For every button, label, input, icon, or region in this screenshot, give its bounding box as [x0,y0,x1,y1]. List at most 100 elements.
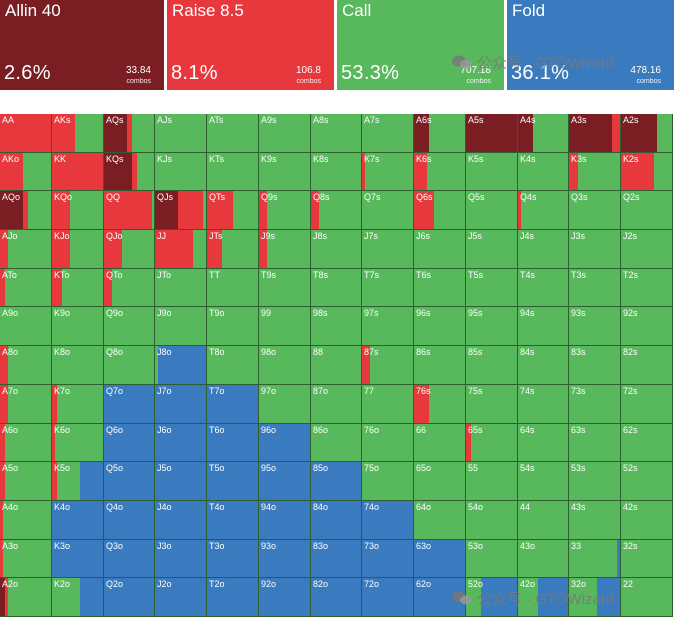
hand-cell[interactable]: T5s [466,269,517,306]
hand-cell[interactable]: K2s [621,153,672,190]
hand-cell[interactable]: K6s [414,153,465,190]
hand-cell[interactable]: 82s [621,346,672,384]
hand-cell[interactable]: 97s [362,307,413,345]
hand-cell[interactable]: Q8o [104,346,154,384]
hand-cell[interactable]: AJo [0,230,51,268]
hand-cell[interactable]: QTs [207,191,258,229]
hand-cell[interactable]: Q4s [518,191,568,229]
hand-cell[interactable]: A3s [569,114,620,152]
hand-cell[interactable]: 62s [621,424,672,461]
hand-cell[interactable]: Q7o [104,385,154,423]
hand-cell[interactable]: K5s [466,153,517,190]
hand-cell[interactable]: J4o [155,501,206,539]
hand-cell[interactable]: K4s [518,153,568,190]
hand-cell[interactable]: 96o [259,424,310,461]
hand-cell[interactable]: 42o [518,578,568,616]
hand-cell[interactable]: A4o [0,501,51,539]
hand-cell[interactable]: 54s [518,462,568,500]
hand-cell[interactable]: A8o [0,346,51,384]
hand-cell[interactable]: J7o [155,385,206,423]
hand-cell[interactable]: 94s [518,307,568,345]
hand-cell[interactable]: T2s [621,269,672,306]
hand-cell[interactable]: 92s [621,307,672,345]
hand-cell[interactable]: J9s [259,230,310,268]
hand-cell[interactable]: J6o [155,424,206,461]
hand-cell[interactable]: 88 [311,346,361,384]
hand-cell[interactable]: J3o [155,540,206,577]
hand-cell[interactable]: AKo [0,153,51,190]
hand-cell[interactable]: AKs [52,114,103,152]
hand-cell[interactable]: Q3o [104,540,154,577]
hand-cell[interactable]: T3o [207,540,258,577]
hand-cell[interactable]: 86o [311,424,361,461]
hand-cell[interactable]: T3s [569,269,620,306]
hand-cell[interactable]: 54o [466,501,517,539]
hand-cell[interactable]: KTs [207,153,258,190]
hand-cell[interactable]: K2o [52,578,103,616]
hand-cell[interactable]: JTs [207,230,258,268]
action-card-fold[interactable]: Fold 36.1% 478.16 combos [507,0,674,90]
hand-cell[interactable]: T8o [207,346,258,384]
action-card-allin[interactable]: Allin 40 2.6% 33.84 combos [0,0,164,90]
hand-cell[interactable]: Q6s [414,191,465,229]
hand-cell[interactable]: 85s [466,346,517,384]
hand-cell[interactable]: A7o [0,385,51,423]
hand-cell[interactable]: 53o [466,540,517,577]
hand-cell[interactable]: K3o [52,540,103,577]
hand-cell[interactable]: 98s [311,307,361,345]
hand-cell[interactable]: 64s [518,424,568,461]
hand-cell[interactable]: KK [52,153,103,190]
hand-cell[interactable]: QTo [104,269,154,306]
hand-cell[interactable]: A9s [259,114,310,152]
hand-cell[interactable]: A9o [0,307,51,345]
hand-cell[interactable]: KTo [52,269,103,306]
hand-cell[interactable]: J3s [569,230,620,268]
hand-cell[interactable]: T7o [207,385,258,423]
hand-cell[interactable]: ATs [207,114,258,152]
hand-cell[interactable]: J2o [155,578,206,616]
hand-cell[interactable]: 22 [621,578,672,616]
hand-cell[interactable]: Q6o [104,424,154,461]
hand-cell[interactable]: K7s [362,153,413,190]
hand-cell[interactable]: 52o [466,578,517,616]
hand-cell[interactable]: 72o [362,578,413,616]
hand-cell[interactable]: QJo [104,230,154,268]
hand-cell[interactable]: J5s [466,230,517,268]
hand-cell[interactable]: 32o [569,578,620,616]
hand-cell[interactable]: 73o [362,540,413,577]
hand-cell[interactable]: Q9o [104,307,154,345]
hand-cell[interactable]: 72s [621,385,672,423]
hand-cell[interactable]: Q9s [259,191,310,229]
hand-cell[interactable]: K4o [52,501,103,539]
hand-cell[interactable]: A7s [362,114,413,152]
hand-cell[interactable]: 87o [311,385,361,423]
hand-cell[interactable]: T4o [207,501,258,539]
hand-cell[interactable]: A3o [0,540,51,577]
hand-cell[interactable]: T9s [259,269,310,306]
hand-cell[interactable]: K9o [52,307,103,345]
hand-cell[interactable]: ATo [0,269,51,306]
hand-cell[interactable]: 63o [414,540,465,577]
hand-cell[interactable]: 98o [259,346,310,384]
hand-cell[interactable]: K7o [52,385,103,423]
hand-cell[interactable]: K5o [52,462,103,500]
hand-cell[interactable]: J4s [518,230,568,268]
hand-cell[interactable]: K6o [52,424,103,461]
hand-cell[interactable]: 32s [621,540,672,577]
hand-cell[interactable]: KJo [52,230,103,268]
hand-cell[interactable]: T6o [207,424,258,461]
hand-cell[interactable]: 75o [362,462,413,500]
hand-cell[interactable]: T5o [207,462,258,500]
hand-cell[interactable]: K8s [311,153,361,190]
hand-cell[interactable]: 85o [311,462,361,500]
hand-cell[interactable]: JJ [155,230,206,268]
hand-cell[interactable]: AQs [104,114,154,152]
hand-cell[interactable]: 65s [466,424,517,461]
hand-cell[interactable]: 44 [518,501,568,539]
hand-cell[interactable]: A2s [621,114,672,152]
hand-cell[interactable]: KJs [155,153,206,190]
hand-cell[interactable]: 33 [569,540,620,577]
hand-cell[interactable]: 84s [518,346,568,384]
hand-cell[interactable]: 87s [362,346,413,384]
hand-cell[interactable]: 93o [259,540,310,577]
